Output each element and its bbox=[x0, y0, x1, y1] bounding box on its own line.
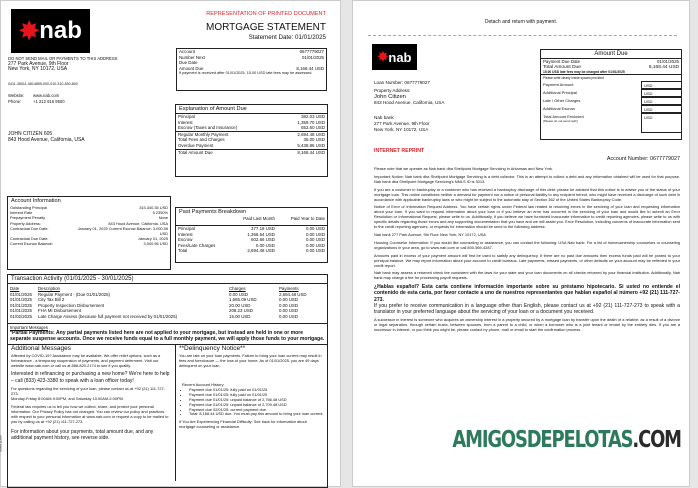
transaction-row: 01/01/2025 Property Inspection Disburseme… bbox=[10, 302, 299, 308]
explanation-row: Total Amount Due 8,168.44 USD bbox=[176, 148, 327, 155]
history-item: Payment due 01/01/25: unpaid balance of … bbox=[189, 397, 324, 403]
nab-logo: ✸ nab bbox=[11, 9, 90, 53]
delinquency-notice: **Delinquency Notice** You are late on y… bbox=[176, 345, 327, 481]
disclosure-paragraph: If you are a customer in bankruptcy or a… bbox=[374, 186, 680, 202]
explanation-row: Principal 382.03 USD bbox=[178, 114, 325, 119]
return-address: DO NOT SEND MAIL OR PAYMENTS TO THIS ADD… bbox=[8, 56, 118, 73]
transaction-header: Date Description Charges Payments bbox=[10, 286, 299, 291]
past-payments-header: Paid Last Month Paid Year to Date bbox=[243, 216, 325, 221]
history-item: Payment due 02/01/25: current payment du… bbox=[189, 407, 324, 413]
payment-field-row: Additional Escrow USD bbox=[541, 105, 681, 114]
detach-instruction: Detach and return with payment. bbox=[484, 19, 558, 25]
explanation-row: Total Fees and Charges 35.00 USD bbox=[178, 137, 325, 143]
disclosure-paragraph: Important Notice: Nab bank dba Shellpoin… bbox=[374, 173, 680, 184]
account-info-row: Current Escrow Balance: 3,000.56 USD bbox=[10, 241, 168, 247]
transaction-row: 01/01/2025 Regular Payment - (Due 01/01/2… bbox=[10, 291, 307, 297]
payment-field-row: Total Amount Enclosed (Please do not send… bbox=[541, 113, 681, 134]
statement-page: ✸ nab REPRESENTATION OF PRINTED DOCUMENT … bbox=[0, 0, 341, 488]
payment-amount-input[interactable]: USD bbox=[641, 113, 681, 134]
account-info-row: Contractual Due Date: January 01, 2025 Cu… bbox=[10, 225, 168, 237]
history-item: Payment due 01/01/25: unpaid balance of … bbox=[189, 402, 324, 408]
disclosure-paragraph: Please note that we operate as Nab bank … bbox=[374, 166, 554, 171]
property-address: Property Address: John Citizen 843 Hood … bbox=[374, 88, 445, 106]
account-info-box: Account Information Outstanding Principa… bbox=[7, 196, 171, 270]
account-info-row: Interest Rate 5.2350% bbox=[10, 210, 168, 216]
nab-logo: ✸ nab bbox=[372, 44, 417, 70]
payment-amount-input[interactable]: USD bbox=[641, 97, 681, 106]
transaction-row: 01/02/2025 Late Charge Assess (because fu… bbox=[10, 313, 299, 319]
transaction-row: 01/01/2025 FHA MI Disbursement 208.23 USD 0… bbox=[10, 308, 299, 314]
star-icon: ✸ bbox=[19, 17, 40, 45]
side-code: 000011007 bbox=[0, 434, 3, 452]
website-link[interactable]: www.nab.com bbox=[33, 93, 60, 98]
disclosure-paragraph: Housing Counselor Information: If you wo… bbox=[374, 239, 680, 250]
account-info-row: Prepayment Penalty None bbox=[10, 215, 168, 221]
star-icon: ✸ bbox=[377, 49, 389, 64]
account-info-row: Property Address: 843 Hood Avenue, Califo… bbox=[10, 220, 168, 226]
history-item: Total: 8,168.44 USD due. You must pay th… bbox=[189, 412, 324, 417]
detach-line bbox=[368, 35, 677, 36]
payment-amount-input[interactable]: USD bbox=[641, 89, 681, 98]
explanation-row: Overdue Payment 5,438.96 USD bbox=[178, 142, 325, 148]
explanation-box: Explanation of Amount Due Principal 382.0… bbox=[175, 104, 328, 177]
bank-address: Nab bank 277 Park Avenue, 9th Floor New Yo… bbox=[374, 115, 430, 132]
past-payments-box: Past Payments Breakdown Paid Last Month P… bbox=[175, 207, 328, 263]
internet-reprint-label: INTERNET REPRINT bbox=[374, 148, 425, 154]
transaction-row: 01/01/2025 City Tax Bill 2 1,665.09 USD 0.0… bbox=[10, 297, 299, 303]
watermark: AMIGOSDEPELOTAS.COM bbox=[452, 427, 683, 453]
past-payments-row: Total 2,694.48 USD 0.00 USD bbox=[178, 248, 325, 254]
payment-field-row: Additional Principal USD bbox=[541, 89, 681, 98]
payment-amount-input[interactable]: USD bbox=[641, 81, 681, 90]
history-item: Payment due 01/01/25: fully paid on 01/0… bbox=[189, 388, 324, 393]
disclosure-paragraph: Amounts paid in excess of your payment a… bbox=[374, 252, 680, 268]
history-item: Payment due 01/01/25: fully paid on 01/0… bbox=[189, 392, 324, 398]
account-info-row: Contractual Due Date: January 01, 2025 bbox=[10, 236, 168, 242]
disclosure-paragraph: Nab bank 277 Park Avenue, 9th Floor New … bbox=[374, 231, 486, 237]
account-number: Account Number: 0677779027 bbox=[606, 156, 680, 162]
explanation-row: Interest 1,359.70 USD bbox=[178, 119, 325, 125]
payment-amount-input[interactable]: USD bbox=[641, 105, 681, 114]
transaction-box: Transaction Activity (01/01/2025 - 30/01… bbox=[7, 274, 328, 488]
page-title: MORTGAGE STATEMENT bbox=[205, 22, 326, 33]
past-payments-row: Principal 377.18 USD 0.00 USD bbox=[178, 226, 325, 232]
explanation-row: Escrow (Taxes and Insurance) 652.60 USD bbox=[178, 125, 325, 131]
partial-payments-notice: *Partial Payments: Any partial payments … bbox=[10, 329, 325, 343]
disclosure-paragraph: Notice of Error or Information Request A… bbox=[374, 204, 680, 230]
payment-field-row: Payment Amount USD bbox=[541, 81, 681, 90]
explanation-row: Regular Monthly Payment 2,694.48 USD bbox=[176, 130, 327, 137]
payment-field-row: Late / Other Charges USD bbox=[541, 97, 681, 106]
account-summary-box: Account 0677779027 Number Next 01/01/2025 … bbox=[176, 48, 327, 91]
additional-messages: Additional Messages Affected by COVID-19… bbox=[8, 344, 176, 481]
past-payments-row: Escrow 602.66 USD 0.00 USD bbox=[178, 237, 325, 243]
loan-number: Loan Number: 0677779027 bbox=[374, 80, 430, 85]
contact-info: Website: www.nab.com Phone: +1 212 916 950… bbox=[8, 93, 65, 104]
printed-document-label: REPRESENTATION OF PRINTED DOCUMENT bbox=[206, 11, 326, 17]
statement-date: Statement Date: 01/01/2025 bbox=[248, 34, 326, 41]
past-payments-row: Interest 1,366.64 USD 0.00 USD bbox=[178, 231, 325, 237]
past-payments-row: Fees/Late Charges 0.00 USD 0.00 USD bbox=[178, 242, 325, 248]
disclosures: Please note that we operate as Nab bank … bbox=[374, 166, 680, 333]
amount-due-box: Amount Due Payment Due Date 01/01/2025 To… bbox=[540, 49, 682, 140]
customer-address: JOHN CITIZEN 605 843 Hood Avenue, Califo… bbox=[8, 131, 85, 144]
code-line: 0411-38011-0814855-000-010-310-830-800 bbox=[8, 82, 78, 86]
disclosure-paragraph: Nab bank may assess a returned check fee… bbox=[374, 270, 680, 281]
payment-coupon-page: Detach and return with payment. ✸ nab Loa… bbox=[352, 0, 690, 487]
account-info-row: Outstanding Principal 315,340.35 USD bbox=[10, 205, 168, 210]
